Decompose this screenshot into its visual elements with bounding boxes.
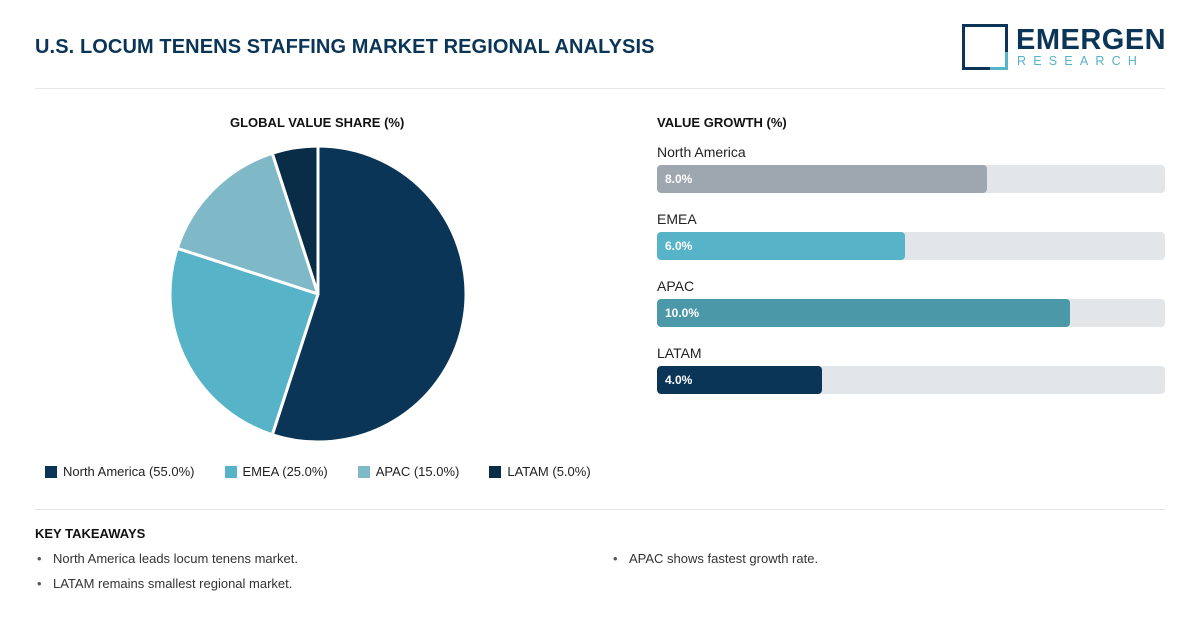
bar-track: 10.0% — [657, 299, 1165, 327]
legend-swatch — [357, 465, 370, 478]
pie-slice-latam — [270, 144, 320, 296]
pie-chart — [168, 144, 468, 444]
bar-track: 8.0% — [657, 165, 1165, 193]
legend-label: LATAM (5.0%) — [507, 464, 591, 479]
bar-category-label: EMEA — [657, 211, 697, 227]
section-divider — [35, 509, 1165, 510]
key-takeaways-title: KEY TAKEAWAYS — [35, 526, 146, 541]
logo-subtitle: RESEARCH — [1017, 54, 1145, 68]
legend-item-latam: LATAM (5.0%) — [489, 464, 591, 479]
growth-row-north-america: North America 8.0% — [657, 143, 1165, 210]
bar-value-label: 8.0% — [665, 172, 693, 186]
growth-chart-title: VALUE GROWTH (%) — [657, 115, 787, 130]
bar-category-label: North America — [657, 144, 746, 160]
pie-legend: North America (55.0%) EMEA (25.0%) APAC … — [45, 464, 621, 479]
growth-row-apac: APAC 10.0% — [657, 277, 1165, 344]
legend-label: APAC (15.0%) — [375, 464, 460, 479]
legend-swatch — [489, 465, 502, 478]
pie-slice-emea — [168, 246, 320, 437]
bar-track: 4.0% — [657, 366, 1165, 394]
growth-bar-chart: North America 8.0% EMEA 6.0% APAC 10.0% … — [657, 143, 1165, 411]
bar-apac — [657, 299, 1070, 327]
bar-category-label: APAC — [657, 278, 695, 294]
legend-swatch — [224, 465, 237, 478]
logo-wordmark: EMERGEN — [1016, 24, 1167, 56]
bar-north-america — [657, 165, 988, 193]
growth-row-latam: LATAM 4.0% — [657, 344, 1165, 411]
bar-latam — [657, 366, 823, 394]
legend-label: EMEA (25.0%) — [242, 464, 328, 479]
pie-slice-north-america — [270, 144, 468, 444]
bar-value-label: 6.0% — [665, 239, 693, 253]
logo-mark-icon — [962, 24, 1008, 70]
emergen-research-logo: EMERGEN RESEARCH — [962, 24, 1166, 72]
legend-label: North America (55.0%) — [63, 464, 195, 479]
header-divider — [35, 88, 1165, 89]
growth-row-emea: EMEA 6.0% — [657, 210, 1165, 277]
pie-chart-title: GLOBAL VALUE SHARE (%) — [230, 115, 405, 130]
bar-value-label: 4.0% — [665, 373, 693, 387]
legend-item-apac: APAC (15.0%) — [357, 464, 460, 479]
bar-category-label: LATAM — [657, 345, 702, 361]
legend-item-emea: EMEA (25.0%) — [224, 464, 328, 479]
bar-value-label: 10.0% — [665, 306, 700, 320]
legend-swatch — [45, 465, 57, 478]
bar-track: 6.0% — [657, 232, 1165, 260]
takeaway-item: APAC shows fastest growth rate. — [613, 551, 818, 566]
takeaway-item: LATAM remains smallest regional market. — [37, 576, 292, 591]
takeaway-item: North America leads locum tenens market. — [37, 551, 298, 566]
legend-item-north-america: North America (55.0%) — [45, 464, 195, 479]
page-title: U.S. LOCUM TENENS STAFFING MARKET REGION… — [35, 36, 655, 58]
bar-emea — [657, 232, 905, 260]
